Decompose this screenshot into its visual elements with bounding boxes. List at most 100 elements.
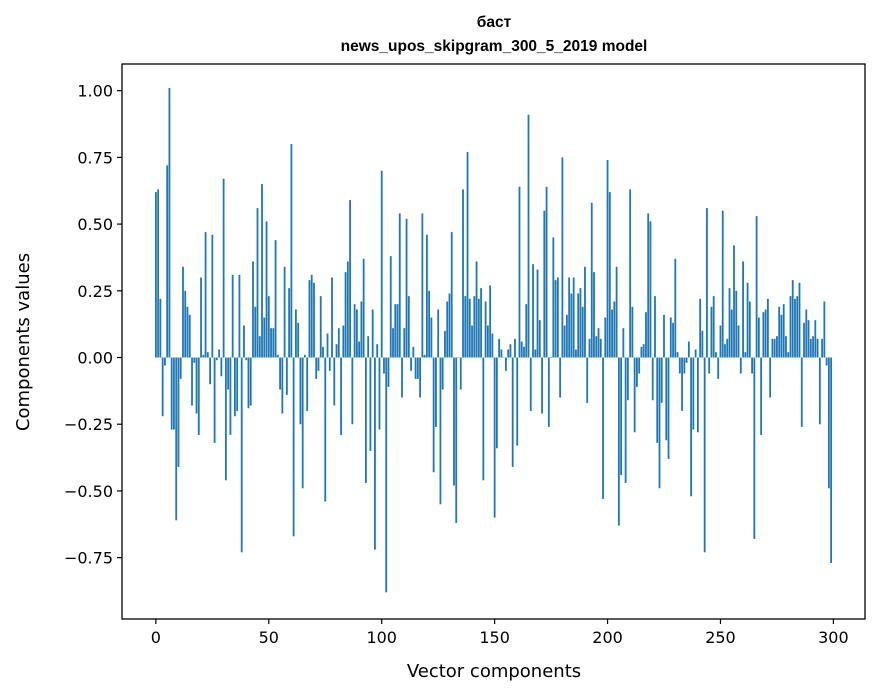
bar-294 [818, 357, 821, 425]
bar-278 [782, 304, 785, 358]
bar-2 [159, 298, 162, 358]
bar-274 [773, 338, 776, 358]
bar-200 [606, 160, 609, 358]
bar-230 [674, 258, 677, 358]
bar-144 [480, 288, 482, 358]
bar-117 [419, 357, 422, 398]
bar-5 [166, 165, 169, 358]
bar-176 [552, 237, 555, 358]
bar-255 [730, 309, 733, 358]
bar-54 [276, 354, 279, 358]
bar-39 [243, 325, 245, 358]
bar-57 [283, 266, 286, 358]
x-axis-label: Vector components [407, 661, 581, 682]
bar-282 [791, 280, 794, 358]
bar-183 [568, 277, 571, 358]
bar-38 [240, 357, 243, 553]
bar-155 [505, 357, 507, 371]
x-tick-label-250: 250 [705, 628, 736, 647]
bar-68 [308, 280, 311, 358]
bar-69 [310, 274, 313, 358]
bar-263 [748, 301, 751, 358]
bar-246 [710, 306, 713, 358]
bar-220 [651, 357, 654, 401]
bar-261 [744, 352, 747, 358]
bar-243 [703, 357, 706, 553]
bar-164 [525, 304, 528, 358]
bar-59 [288, 288, 291, 358]
bar-29 [220, 357, 223, 377]
bar-185 [572, 277, 575, 358]
bar-23 [206, 352, 209, 358]
bar-193 [590, 202, 593, 358]
bar-158 [511, 357, 514, 467]
bar-8 [173, 357, 175, 430]
bar-121 [428, 290, 431, 358]
y-tick-label-1: −0.50 [64, 482, 113, 501]
bar-225 [663, 314, 665, 358]
bar-102 [385, 357, 388, 593]
bar-284 [796, 296, 799, 358]
bar-146 [484, 301, 487, 358]
bar-198 [602, 357, 604, 499]
bar-129 [446, 301, 449, 358]
bar-218 [647, 213, 650, 358]
bar-270 [764, 309, 767, 358]
bar-78 [331, 277, 333, 358]
bar-87 [351, 357, 354, 425]
bar-296 [823, 301, 826, 358]
bar-73 [319, 296, 322, 358]
bar-168 [534, 349, 537, 358]
bar-103 [387, 357, 390, 387]
bar-131 [450, 232, 453, 358]
bar-265 [753, 357, 756, 539]
bar-4 [164, 357, 166, 366]
x-ticks-group: 0 50 100 150 200 250 300 [151, 619, 849, 647]
bar-27 [215, 357, 218, 361]
bar-34 [231, 274, 234, 358]
bar-79 [333, 357, 336, 406]
bar-128 [444, 330, 446, 358]
x-tick-label-300: 300 [818, 628, 849, 647]
bar-192 [588, 338, 591, 358]
bar-92 [362, 258, 365, 358]
bar-259 [739, 357, 742, 374]
bar-119 [423, 354, 426, 358]
bar-186 [575, 349, 577, 358]
bar-223 [658, 357, 661, 489]
bar-85 [346, 261, 349, 358]
bar-95 [369, 357, 372, 451]
bar-94 [367, 336, 370, 358]
bar-244 [706, 208, 708, 358]
bar-253 [726, 338, 729, 358]
bar-52 [272, 328, 275, 358]
y-axis-label: Components values [13, 253, 34, 431]
bar-216 [642, 344, 645, 358]
bar-226 [665, 357, 668, 441]
bar-247 [712, 296, 715, 358]
bar-125 [437, 309, 440, 358]
bar-208 [624, 357, 627, 483]
bar-6 [168, 88, 171, 358]
bar-205 [617, 357, 620, 526]
bar-113 [410, 357, 412, 371]
bar-7 [170, 357, 173, 430]
bar-214 [638, 357, 641, 374]
bar-231 [676, 352, 679, 358]
y-tick-label-2: −0.25 [64, 415, 113, 434]
bar-201 [608, 192, 611, 358]
bar-64 [299, 357, 302, 425]
bar-295 [821, 338, 823, 358]
bar-105 [392, 328, 394, 358]
bar-276 [778, 306, 781, 358]
bar-290 [809, 338, 812, 358]
bar-3 [161, 357, 164, 417]
bar-189 [581, 306, 584, 358]
bar-298 [827, 357, 830, 489]
bar-111 [405, 218, 408, 358]
bar-293 [816, 338, 819, 358]
bar-142 [475, 261, 478, 358]
bar-58 [285, 357, 288, 395]
bar-9 [175, 357, 178, 521]
